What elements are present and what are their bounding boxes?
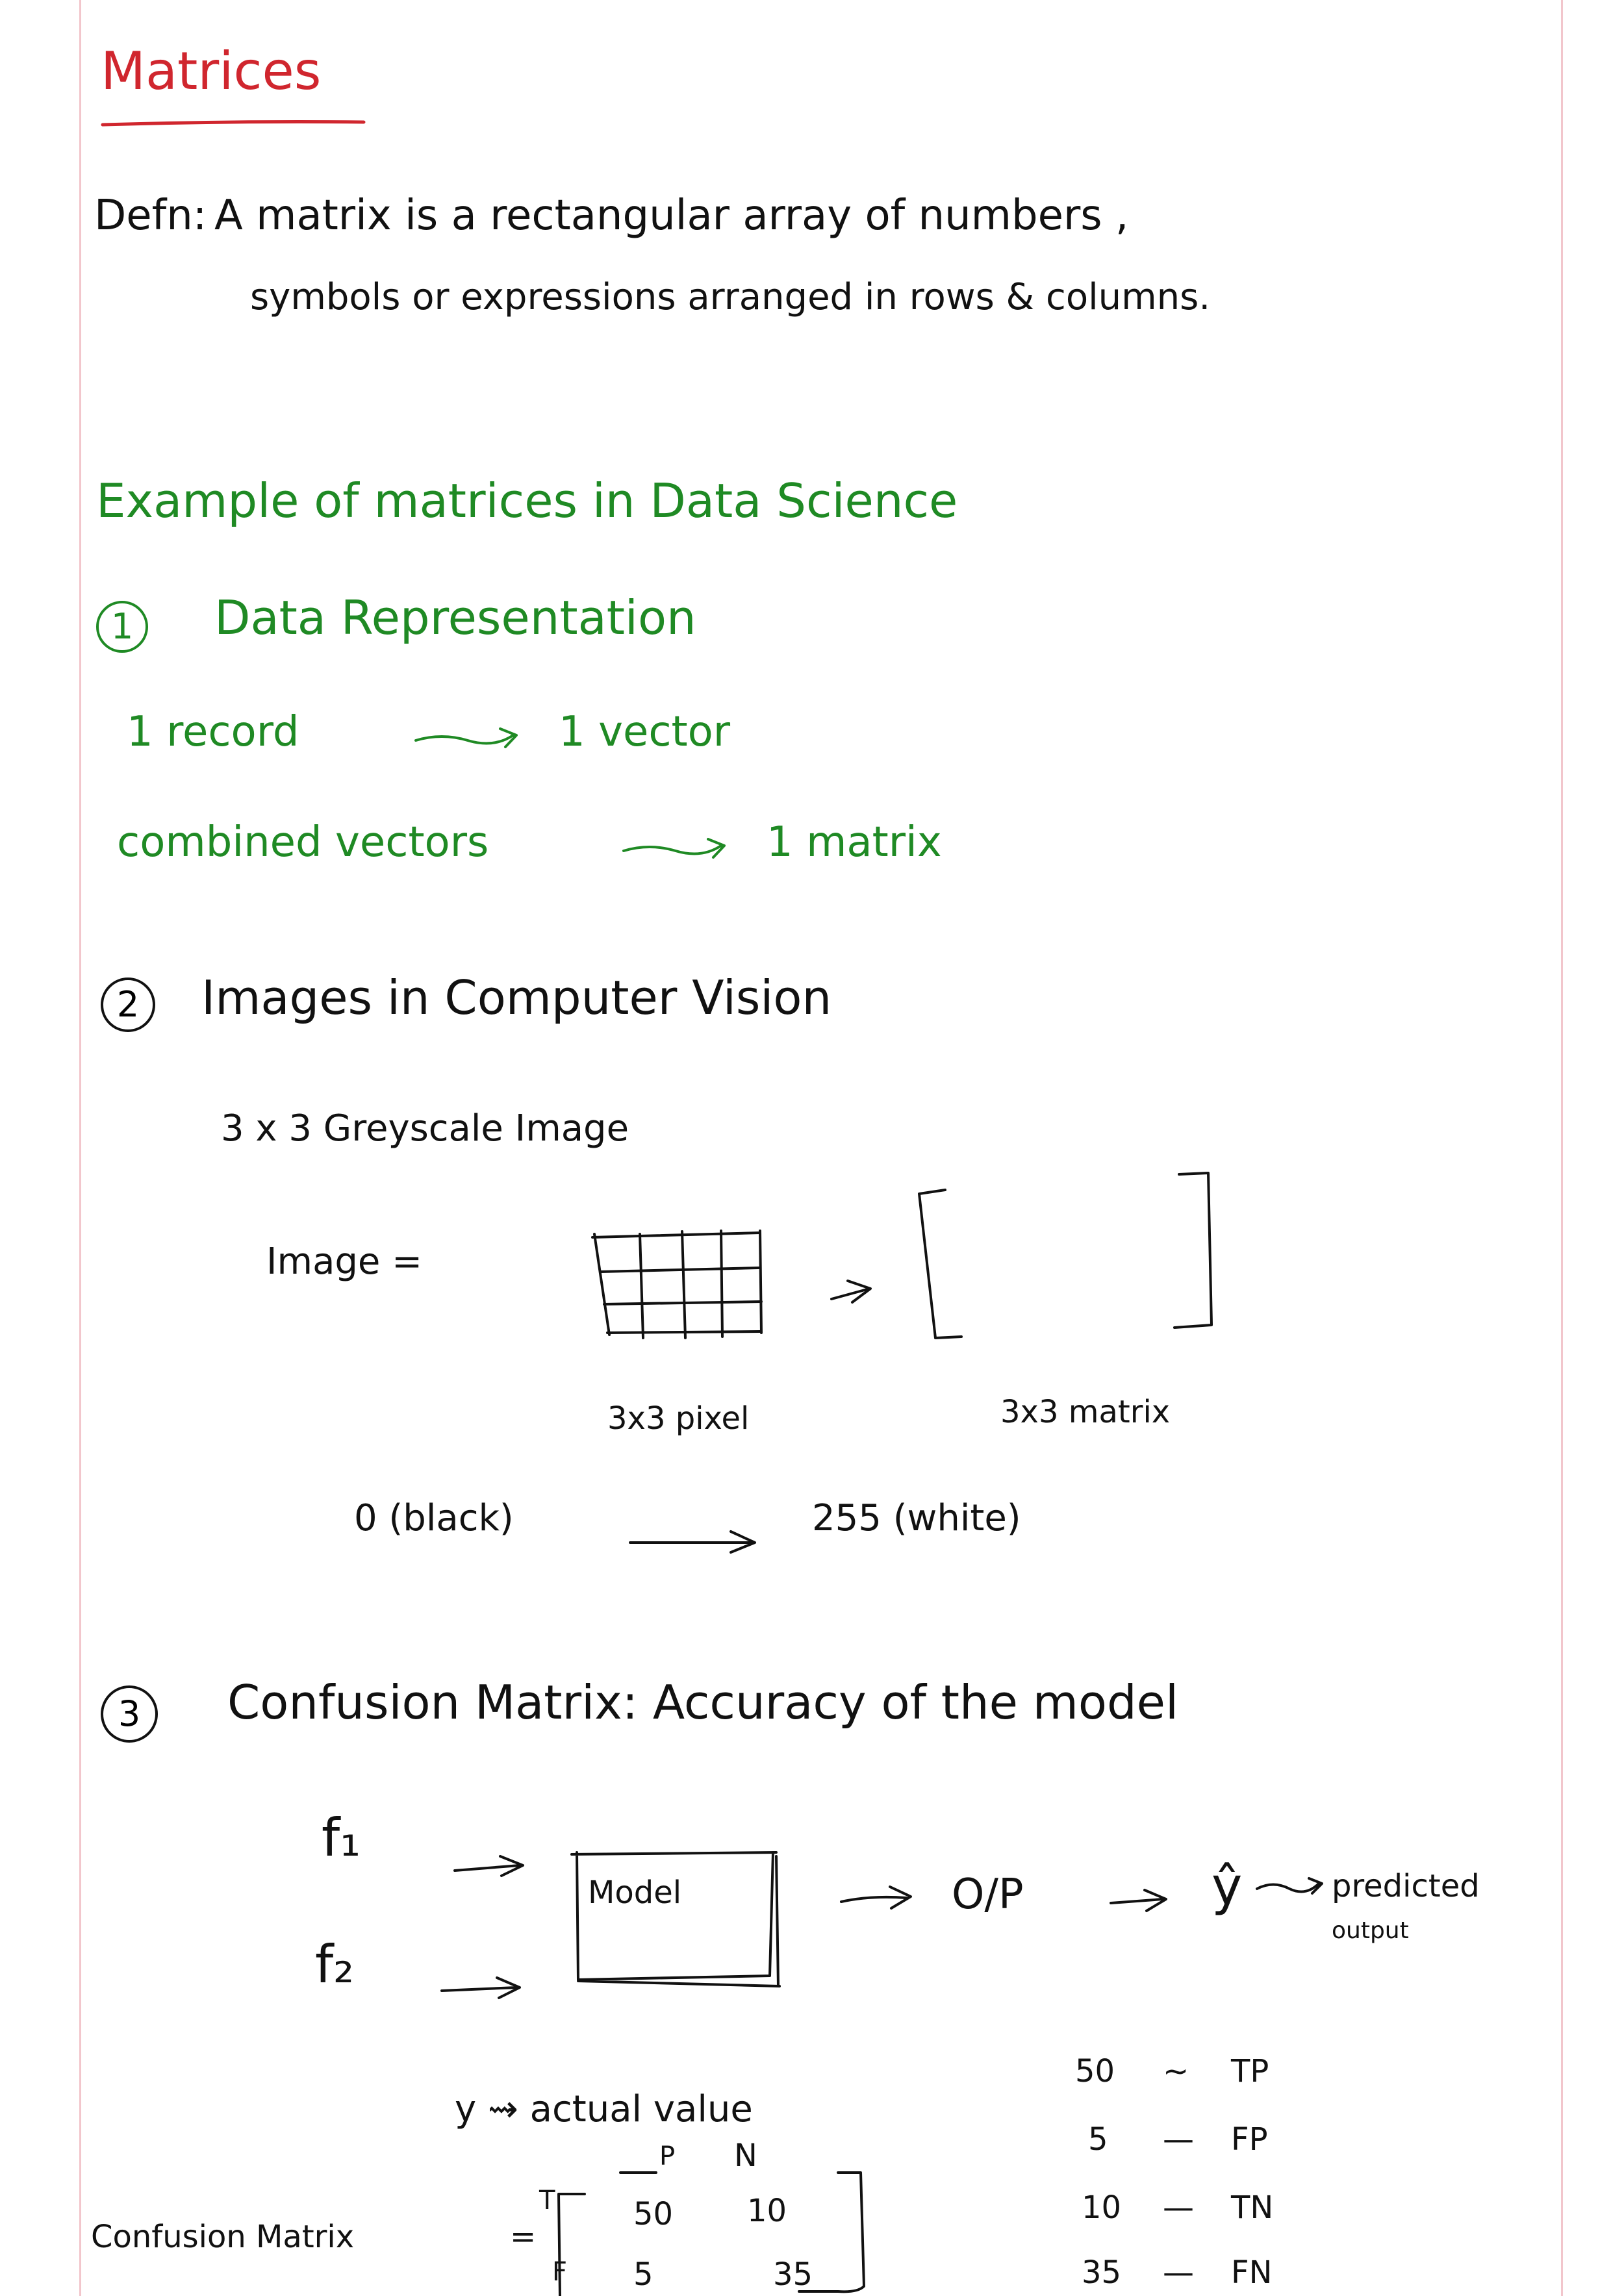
feature-1-label: f₁ — [322, 1808, 361, 1868]
section-2-title: Images in Computer Vision — [201, 970, 832, 1025]
legend-dash: ~ — [1163, 2053, 1189, 2089]
model-to-output-arrow — [840, 1886, 912, 1910]
black-to-white-arrow — [629, 1530, 756, 1554]
right-margin-line — [1561, 0, 1563, 2296]
confusion-matrix-left-bracket — [557, 2193, 586, 2296]
legend-value: 35 — [1082, 2254, 1122, 2291]
yhat-to-predicted-arrow — [1256, 1877, 1323, 1895]
black-value-label: 0 (black) — [354, 1497, 514, 1539]
confusion-matrix-label: Confusion Matrix — [91, 2219, 355, 2255]
legend-label: TP — [1231, 2053, 1269, 2089]
greyscale-image-label: 3 x 3 Greyscale Image — [221, 1107, 629, 1150]
legend-dash: — — [1163, 2254, 1194, 2291]
legend-label: TN — [1231, 2189, 1274, 2226]
cell-fp: 5 — [633, 2256, 653, 2293]
matrix-left-bracket — [918, 1189, 963, 1339]
pixel-grid-label: 3x3 pixel — [607, 1400, 750, 1437]
row-t-label: T — [539, 2186, 555, 2215]
white-value-label: 255 (white) — [812, 1497, 1021, 1539]
matrix-right-bracket — [1173, 1172, 1213, 1329]
confusion-matrix-right-bracket — [798, 2171, 865, 2293]
section-3-title: Confusion Matrix: Accuracy of the model — [227, 1675, 1178, 1730]
pixel-grid-icon — [591, 1230, 763, 1339]
vector-label: 1 vector — [559, 708, 731, 756]
predicted-label: predicted — [1332, 1868, 1480, 1904]
cell-tp: 50 — [633, 2196, 674, 2232]
cell-fn-value: 10 — [747, 2193, 787, 2229]
section-3-number: 3 — [101, 1685, 158, 1743]
model-box — [570, 1851, 781, 1987]
feature-1-arrow — [453, 1855, 524, 1877]
output-note-label: output — [1332, 1917, 1409, 1944]
left-margin-line — [79, 0, 81, 2296]
definition-line-2: symbols or expressions arranged in rows … — [250, 276, 1211, 318]
column-n-label: N — [734, 2138, 757, 2174]
section-1-number: 1 — [96, 601, 148, 653]
page-title: Matrices — [101, 41, 322, 101]
section-1-title: Data Representation — [214, 590, 696, 645]
column-p-label: P — [659, 2141, 676, 2171]
grid-to-matrix-arrow — [830, 1280, 872, 1304]
model-label: Model — [588, 1874, 682, 1911]
output-to-yhat-arrow — [1110, 1889, 1167, 1912]
legend-value: 50 — [1075, 2053, 1115, 2089]
actual-value-label: y ⇝ actual value — [455, 2088, 753, 2130]
record-label: 1 record — [127, 708, 299, 756]
feature-2-arrow — [440, 1976, 521, 1999]
legend-dash: — — [1163, 2121, 1194, 2158]
definition-label: Defn: — [94, 192, 207, 240]
matrix-label: 1 matrix — [767, 818, 942, 866]
title-underline — [101, 120, 366, 127]
feature-2-label: f₂ — [315, 1934, 355, 1995]
matrix-size-label: 3x3 matrix — [1000, 1394, 1171, 1430]
legend-value: 10 — [1082, 2189, 1122, 2226]
record-arrow — [414, 727, 518, 748]
vectors-arrow — [622, 838, 726, 859]
legend-value: 5 — [1088, 2121, 1108, 2158]
legend-label: FN — [1231, 2254, 1273, 2291]
image-equals-label: Image = — [266, 1241, 423, 1283]
legend-label: FP — [1231, 2121, 1268, 2158]
section-2-number: 2 — [101, 978, 155, 1032]
legend-dash: — — [1163, 2189, 1194, 2226]
combined-vectors-label: combined vectors — [117, 818, 489, 866]
output-label: O/P — [952, 1871, 1024, 1919]
definition-line-1: A matrix is a rectangular array of numbe… — [214, 192, 1129, 240]
cell-tn-value: 35 — [773, 2256, 813, 2293]
examples-heading: Example of matrices in Data Science — [96, 473, 958, 528]
y-hat-symbol: ŷ — [1212, 1856, 1243, 1917]
equals-sign: = — [510, 2219, 537, 2255]
